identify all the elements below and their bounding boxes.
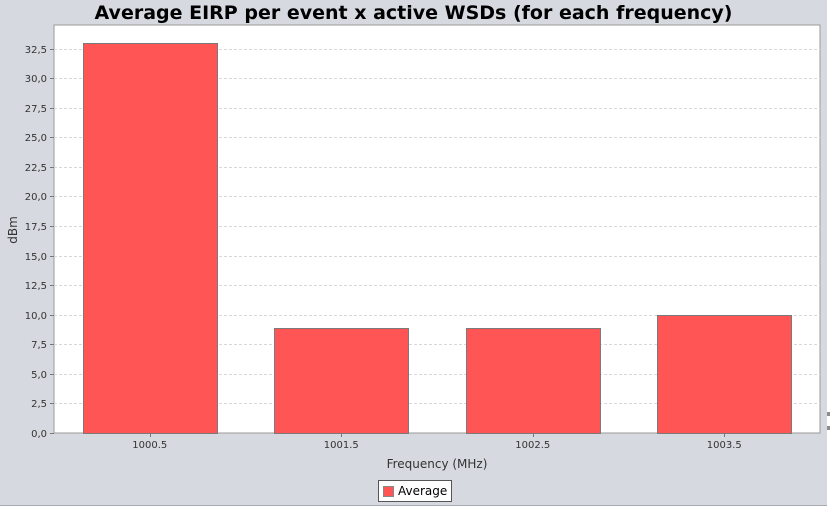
window-edge-mark — [827, 412, 830, 416]
y-tick-label: 17,5 — [25, 222, 47, 233]
x-axis-ticks: 1000.5 1001.5 1002.5 1003.5 — [132, 433, 742, 451]
legend-label: Average — [398, 484, 448, 498]
window-edge-mark — [827, 426, 830, 430]
x-tick-label: 1000.5 — [132, 440, 167, 451]
y-tick-label: 30,0 — [25, 74, 47, 85]
y-tick-label: 25,0 — [25, 133, 47, 144]
y-tick-label: 7,5 — [31, 340, 47, 351]
legend: Average — [378, 480, 453, 502]
y-tick-label: 0,0 — [31, 429, 47, 440]
window-edge — [827, 0, 830, 508]
y-tick-label: 5,0 — [31, 370, 47, 381]
y-axis-title: dBm — [6, 216, 20, 244]
y-tick-label: 32,5 — [25, 45, 47, 56]
bar — [274, 328, 409, 434]
legend-swatch — [383, 485, 394, 497]
x-tick-label: 1003.5 — [707, 440, 742, 451]
y-tick-label: 10,0 — [25, 311, 47, 322]
y-axis-ticks: 0,0 2,5 5,0 7,5 10,0 12,5 15,0 17,5 20,0 22,5 25,0… — [25, 45, 54, 440]
bar — [83, 43, 218, 434]
bar — [657, 315, 792, 434]
x-tick-label: 1001.5 — [324, 440, 359, 451]
y-tick-label: 20,0 — [25, 192, 47, 203]
x-tick-label: 1002.5 — [515, 440, 550, 451]
y-tick-label: 12,5 — [25, 281, 47, 292]
chart-title: Average EIRP per event x active WSDs (fo… — [94, 2, 733, 24]
y-tick-label: 27,5 — [25, 104, 47, 115]
y-tick-label: 15,0 — [25, 252, 47, 263]
bars — [83, 43, 792, 434]
y-tick-label: 2,5 — [31, 399, 47, 410]
x-axis-title: Frequency (MHz) — [387, 457, 488, 471]
y-tick-label: 22,5 — [25, 163, 47, 174]
bar — [466, 328, 601, 434]
